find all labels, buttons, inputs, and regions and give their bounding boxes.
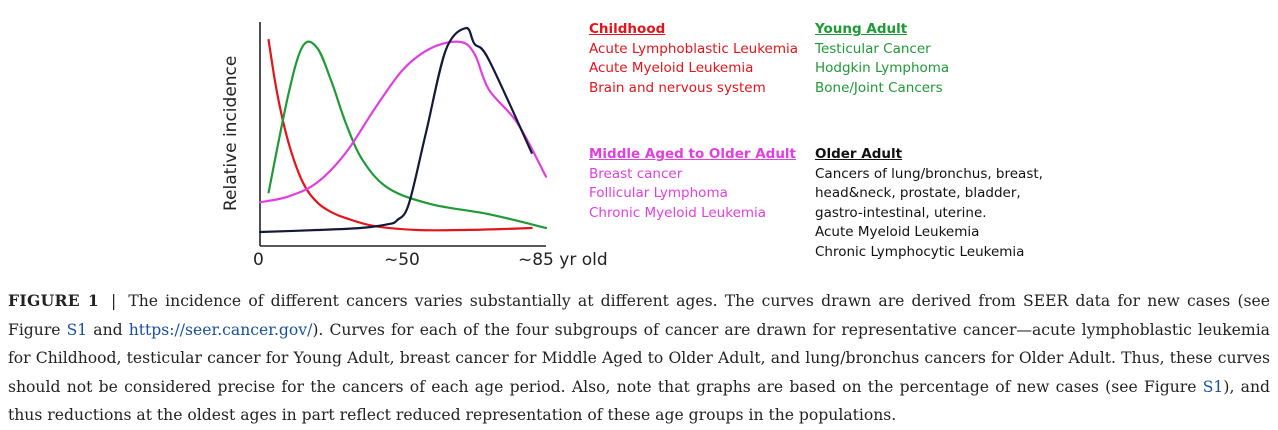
caption-text: ). Curves for each of the four subgroups… [8,320,1270,396]
group-young-adult-item: Testicular Cancer [815,40,931,57]
group-older-adult-item: Chronic Lymphocytic Leukemia [815,243,1025,260]
series-layer [258,27,548,234]
group-middle-aged-item: Breast cancer [589,165,683,182]
series-line-young-adult [267,40,548,230]
group-childhood-title: Childhood [589,21,666,37]
series-line-older-adult [258,27,533,234]
group-young-adult-title: Young Adult [815,21,908,37]
group-young-adult-item: Bone/Joint Cancers [815,79,943,96]
group-older-adult-title: Older Adult [815,146,903,162]
seer-link[interactable]: https://seer.cancer.gov/ [128,320,313,339]
figure-s1-link[interactable]: S1 [66,320,88,339]
caption-text: and [87,320,129,339]
group-childhood-item: Brain and nervous system [589,79,766,96]
group-middle-aged-item: Chronic Myeloid Leukemia [589,204,767,221]
group-older-adult-item: gastro-intestinal, uterine. [815,204,987,221]
group-older-adult: Older Adult Cancers of lung/bronchus, br… [815,145,1043,263]
group-middle-aged-title: Middle Aged to Older Adult [589,146,797,162]
figure: Relative incidence 0 ~50 ~85 yr old Chil… [221,20,1043,270]
group-older-adult-item: Cancers of lung/bronchus, breast, [815,165,1043,182]
group-young-adult-item: Hodgkin Lymphoma [815,60,950,77]
caption-separator: | [111,292,117,310]
figure-caption: FIGURE 1 | The incidence of different canc… [8,287,1270,430]
group-older-adult-item: Acute Myeloid Leukemia [815,224,980,241]
caption-text: ), and thus reductions at the oldest age… [8,377,1270,425]
group-childhood-item: Acute Lymphoblastic Leukemia [589,40,799,57]
figure-label: FIGURE 1 [8,291,100,310]
group-young-adult: Young Adult Testicular Cancer Hodgkin Ly… [815,20,949,98]
x-tick-50: ~50 [384,250,420,270]
x-tick-85: ~85 yr old [518,250,608,270]
series-line-middle-aged-to-older-adult [258,40,548,204]
group-childhood: Childhood Acute Lymphoblastic Leukemia A… [589,20,798,98]
figure-s1-link[interactable]: S1 [1202,377,1224,396]
group-childhood-item: Acute Myeloid Leukemia [589,60,754,77]
caption-text: The incidence of different cancers varie… [8,292,1271,339]
incidence-chart [258,22,548,247]
group-middle-aged: Middle Aged to Older Adult Breast cancer… [589,145,796,223]
x-tick-0: 0 [253,250,264,270]
group-older-adult-item: head&neck, prostate, bladder, [815,185,1021,202]
series-line-childhood [267,38,533,232]
group-middle-aged-item: Follicular Lymphoma [589,185,728,202]
